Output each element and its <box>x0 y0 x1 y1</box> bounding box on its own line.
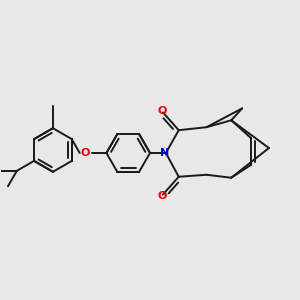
Text: O: O <box>81 148 90 158</box>
Text: N: N <box>160 148 170 158</box>
Text: O: O <box>157 190 167 201</box>
Text: O: O <box>157 106 167 116</box>
